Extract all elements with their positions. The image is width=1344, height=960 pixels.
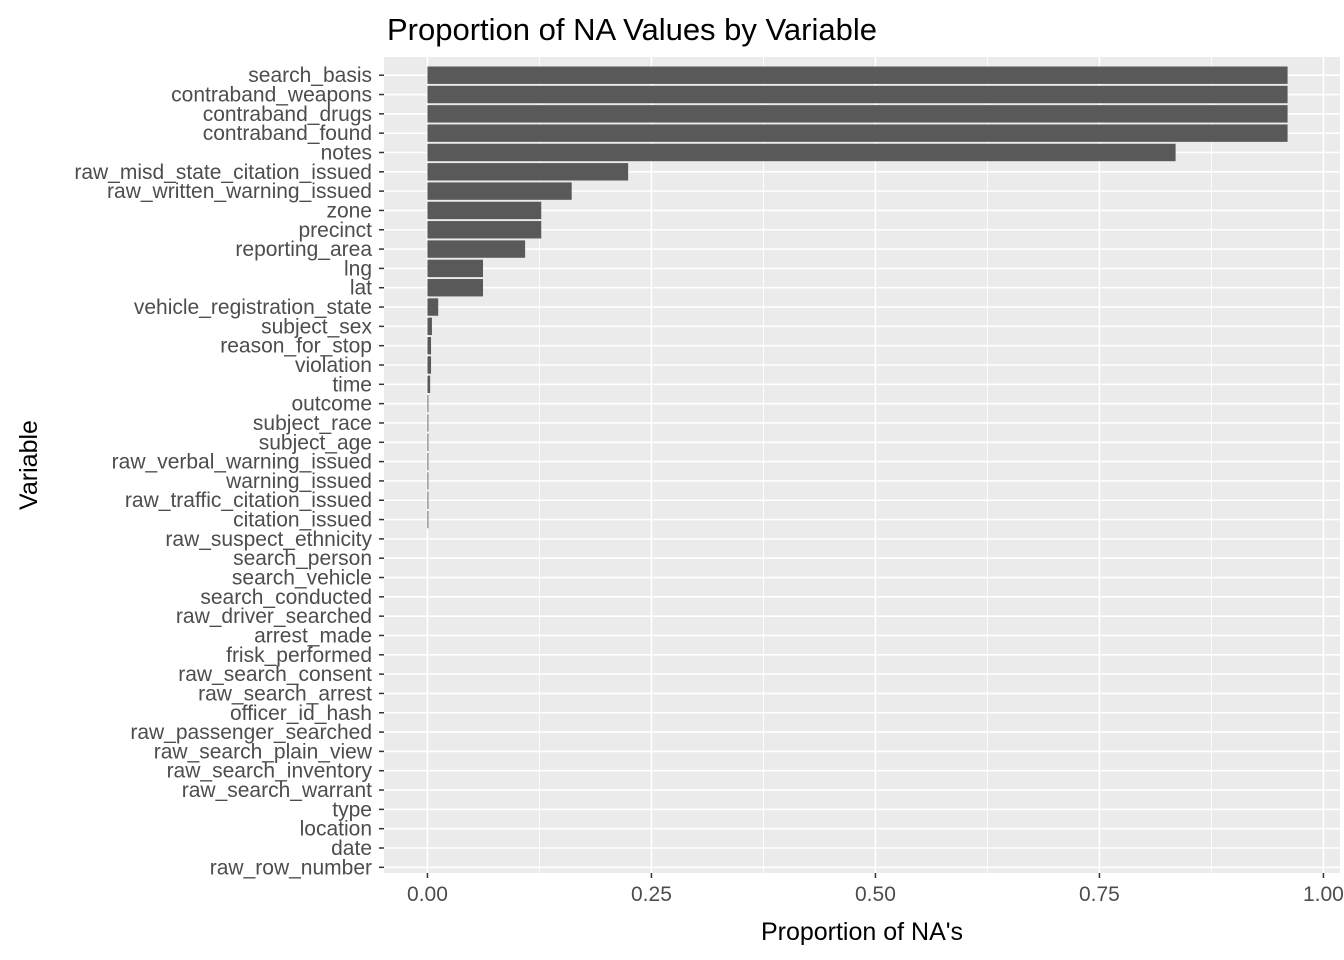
chart-title: Proportion of NA Values by Variable bbox=[387, 12, 877, 47]
y-tick-label: raw_search_arrest bbox=[198, 682, 372, 705]
y-tick-label: outcome bbox=[291, 393, 372, 416]
bar-reason_for_stop bbox=[427, 336, 432, 355]
x-axis-title: Proportion of NA's bbox=[761, 918, 963, 946]
y-tick-label: raw_driver_searched bbox=[176, 605, 372, 628]
x-tick-label: 0.25 bbox=[631, 883, 672, 906]
y-tick-label: raw_search_inventory bbox=[167, 760, 373, 783]
y-axis-title: Variable bbox=[15, 420, 43, 510]
bar-contraband_weapons bbox=[427, 85, 1288, 104]
y-tick-label: type bbox=[332, 798, 372, 821]
y-tick-label: raw_row_number bbox=[210, 856, 372, 879]
y-tick-label: raw_search_warrant bbox=[182, 779, 372, 802]
y-tick-label: raw_verbal_warning_issued bbox=[112, 451, 372, 474]
x-tick-label: 0.00 bbox=[407, 883, 448, 906]
y-tick-label: contraband_found bbox=[203, 122, 372, 145]
bar-raw_verbal_warning_issued bbox=[427, 452, 429, 471]
y-tick-label: raw_search_plain_view bbox=[154, 740, 373, 763]
y-tick-label: vehicle_registration_state bbox=[134, 296, 372, 319]
x-tick-label: 1.00 bbox=[1303, 883, 1344, 906]
bar-contraband_found bbox=[427, 124, 1288, 142]
x-tick-label: 0.50 bbox=[855, 883, 896, 906]
y-tick-label: notes bbox=[321, 141, 372, 164]
y-tick-label: reporting_area bbox=[235, 238, 372, 261]
bar-raw_misd_state_citation_issued bbox=[427, 163, 629, 181]
y-tick-label: reason_for_stop bbox=[220, 335, 372, 358]
y-tick-label: search_vehicle bbox=[232, 567, 372, 590]
y-tick-label: violation bbox=[295, 354, 372, 377]
bar-subject_race bbox=[427, 414, 429, 432]
y-tick-label: contraband_weapons bbox=[171, 84, 372, 107]
y-tick-label: subject_age bbox=[259, 431, 372, 454]
y-tick-label: zone bbox=[326, 199, 372, 222]
y-tick-label: arrest_made bbox=[254, 624, 372, 647]
bar-lng bbox=[427, 259, 484, 278]
bar-raw_traffic_citation_issued bbox=[427, 491, 429, 509]
bar-contraband_drugs bbox=[427, 105, 1288, 123]
y-tick-label: raw_written_warning_issued bbox=[107, 180, 372, 203]
y-tick-label: search_conducted bbox=[200, 586, 372, 609]
y-tick-label: raw_suspect_ethnicity bbox=[165, 528, 372, 551]
bar-warning_issued bbox=[427, 472, 429, 490]
y-tick-label: time bbox=[332, 373, 372, 396]
y-tick-label: raw_misd_state_citation_issued bbox=[74, 161, 372, 184]
bar-reporting_area bbox=[427, 240, 526, 258]
y-tick-label: lat bbox=[350, 277, 372, 300]
y-tick-label: search_basis bbox=[248, 64, 372, 87]
x-tick-label: 0.75 bbox=[1079, 883, 1120, 906]
y-tick-label: subject_race bbox=[253, 412, 372, 435]
y-tick-label: date bbox=[331, 837, 372, 860]
x-axis-ticks: 0.00 0.25 0.50 0.75 1.00 bbox=[407, 873, 1344, 906]
bars bbox=[427, 66, 1288, 529]
y-tick-label: officer_id_hash bbox=[230, 702, 372, 725]
bar-search_basis bbox=[427, 66, 1288, 84]
bar-raw_written_warning_issued bbox=[427, 182, 572, 200]
bar-violation bbox=[427, 356, 432, 374]
bar-lat bbox=[427, 279, 484, 297]
y-tick-label: raw_traffic_citation_issued bbox=[125, 489, 372, 512]
y-tick-label: raw_passenger_searched bbox=[130, 721, 372, 744]
y-tick-label: citation_issued bbox=[233, 509, 372, 532]
y-tick-label: location bbox=[300, 818, 372, 841]
y-tick-label: lng bbox=[344, 257, 372, 280]
y-tick-label: contraband_drugs bbox=[203, 103, 372, 126]
y-axis-ticks: search_basiscontraband_weaponscontraband… bbox=[74, 64, 384, 879]
bar-subject_age bbox=[427, 433, 429, 451]
bar-zone bbox=[427, 201, 542, 220]
y-tick-label: raw_search_consent bbox=[178, 663, 372, 686]
bar-outcome bbox=[427, 394, 429, 413]
y-tick-label: precinct bbox=[298, 219, 372, 242]
bar-notes bbox=[427, 143, 1176, 162]
bar-precinct bbox=[427, 221, 542, 239]
bar-subject_sex bbox=[427, 317, 432, 336]
y-tick-label: search_person bbox=[233, 547, 372, 570]
bar-time bbox=[427, 375, 431, 394]
y-tick-label: warning_issued bbox=[225, 470, 372, 493]
y-tick-label: subject_sex bbox=[261, 315, 372, 338]
bar-vehicle_registration_state bbox=[427, 298, 439, 316]
y-tick-label: frisk_performed bbox=[226, 644, 372, 667]
bar-citation_issued bbox=[427, 510, 429, 529]
